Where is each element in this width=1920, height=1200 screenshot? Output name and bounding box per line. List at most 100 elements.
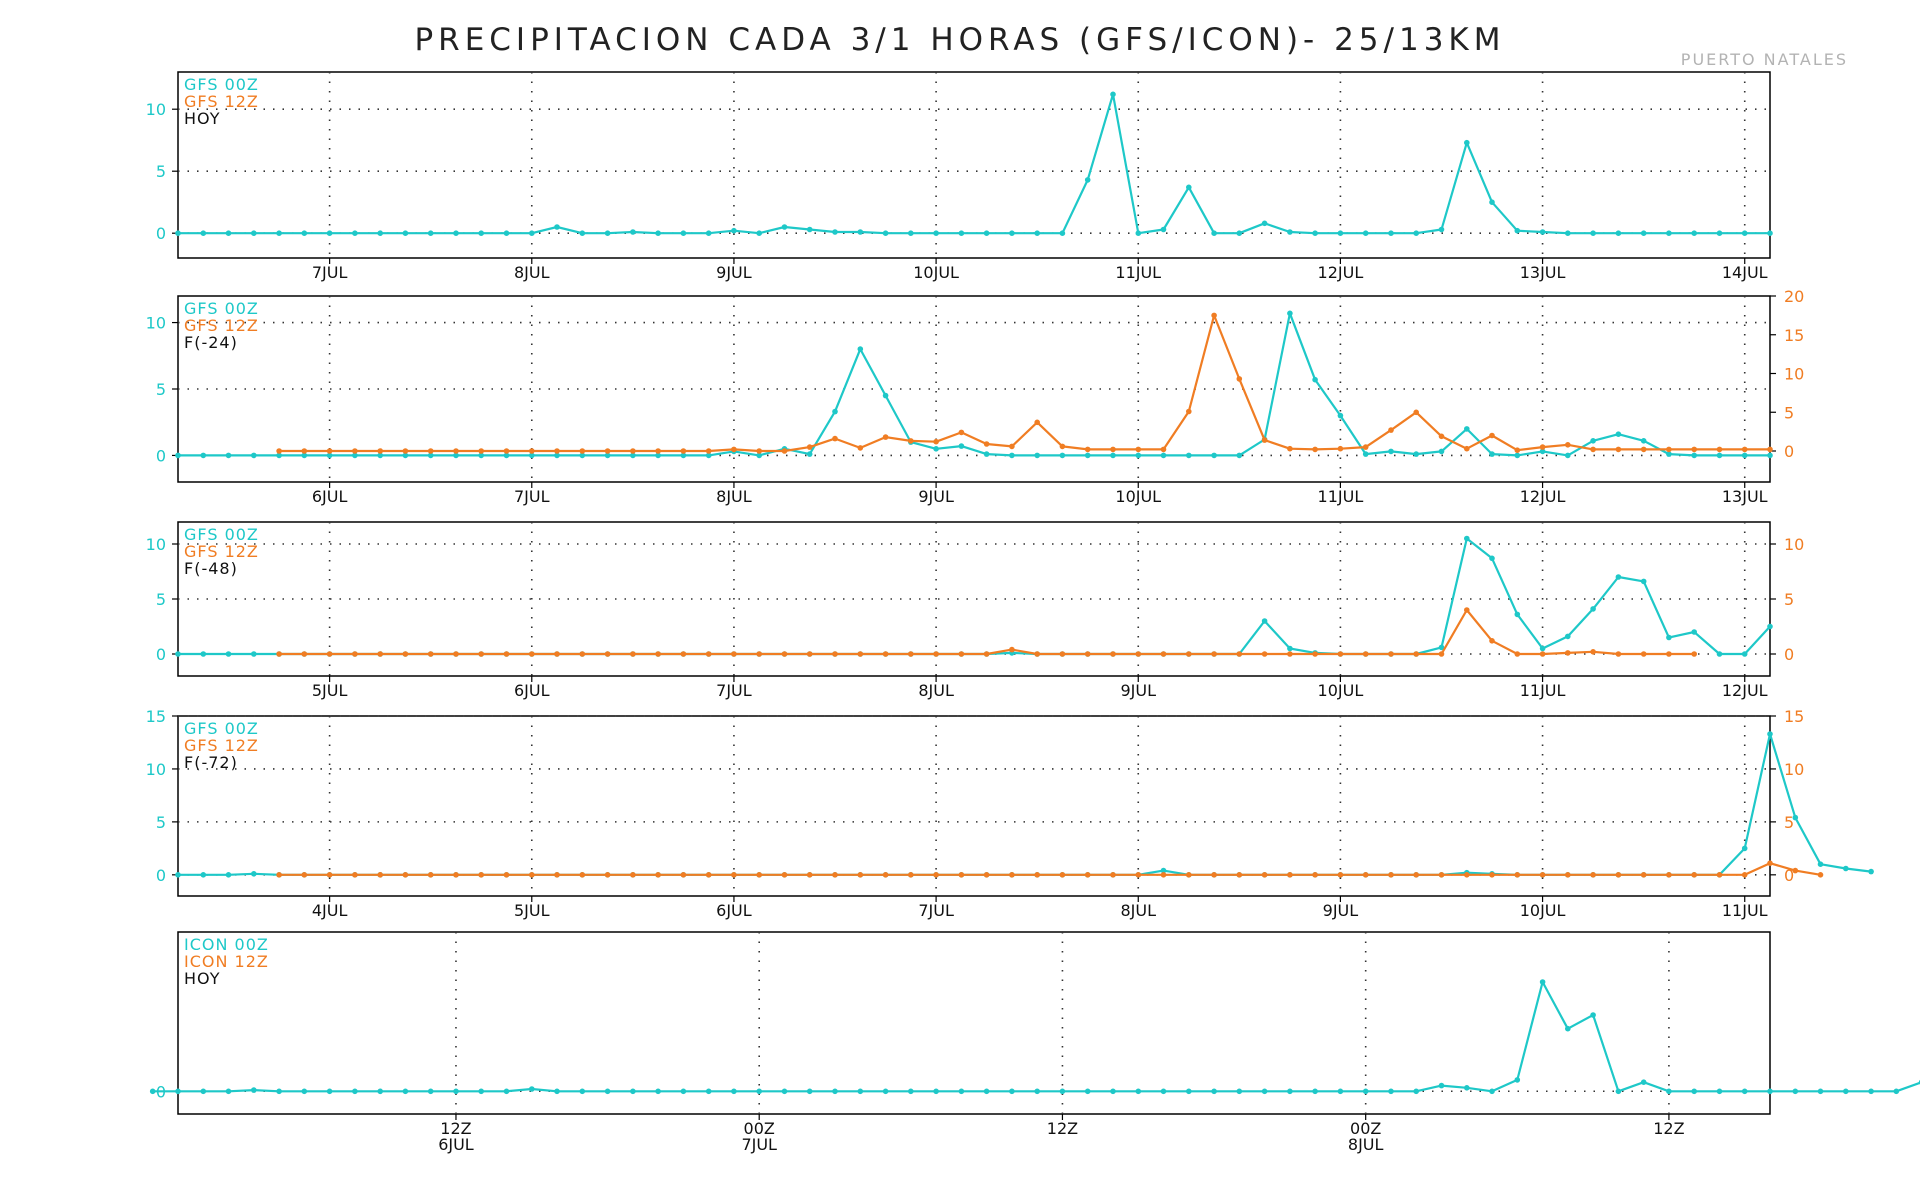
- data-point: [1590, 438, 1596, 444]
- data-point: [1110, 91, 1116, 98]
- data-point: [1590, 1012, 1596, 1018]
- data-point: [1084, 452, 1091, 459]
- x-tick-label: 8JUL: [918, 681, 954, 700]
- data-point: [1438, 1082, 1445, 1089]
- data-point: [806, 872, 813, 878]
- x-tick-label: 5JUL: [514, 901, 550, 920]
- data-point: [1514, 447, 1521, 454]
- data-point: [1489, 638, 1495, 644]
- y-right-tick-label: 5: [1784, 813, 1794, 832]
- data-point: [1691, 1088, 1697, 1095]
- data-point: [705, 1088, 712, 1095]
- data-point: [1388, 448, 1394, 455]
- data-point: [1716, 446, 1723, 453]
- data-point: [352, 452, 358, 459]
- data-point: [1716, 452, 1723, 459]
- series-line-orange: [279, 862, 1821, 876]
- data-point: [1084, 1088, 1091, 1095]
- data-point: [579, 1088, 586, 1095]
- data-point: [377, 872, 384, 878]
- x-tick-label: 8JUL: [1348, 1135, 1384, 1154]
- data-point: [1464, 445, 1470, 452]
- data-point: [175, 230, 181, 236]
- data-point: [1034, 419, 1040, 426]
- data-point: [908, 651, 914, 657]
- data-point: [1261, 651, 1268, 657]
- data-point: [1034, 230, 1040, 236]
- data-point: [554, 651, 560, 657]
- data-point: [1059, 230, 1066, 236]
- data-point: [352, 448, 358, 454]
- data-point: [857, 651, 864, 657]
- data-point: [1034, 872, 1040, 878]
- data-point: [1716, 1088, 1723, 1095]
- data-point: [427, 1088, 434, 1095]
- data-point: [1362, 651, 1369, 657]
- data-point: [1160, 452, 1167, 459]
- data-point: [402, 230, 409, 236]
- y-right-tick-label: 15: [1784, 326, 1804, 345]
- data-point: [149, 1088, 156, 1095]
- data-point: [1691, 872, 1697, 878]
- legend-entry: F(-72): [184, 753, 238, 772]
- data-point: [806, 226, 813, 233]
- legend-entry: ICON 00Z: [184, 935, 269, 954]
- data-point: [1843, 865, 1849, 872]
- data-point: [478, 448, 485, 454]
- data-point: [1666, 1088, 1672, 1095]
- data-point: [1135, 230, 1142, 236]
- data-point: [1716, 230, 1723, 236]
- data-point: [756, 651, 762, 657]
- data-point: [1565, 230, 1571, 236]
- data-point: [705, 230, 712, 236]
- data-point: [1312, 872, 1318, 878]
- data-point: [1741, 845, 1748, 852]
- data-point: [276, 448, 282, 454]
- x-tick-label: 13JUL: [1722, 487, 1768, 506]
- data-point: [1539, 645, 1546, 652]
- data-point: [1009, 646, 1015, 653]
- data-point: [1666, 446, 1672, 453]
- x-tick-label: 9JUL: [716, 263, 752, 282]
- data-point: [1489, 872, 1495, 878]
- x-tick-label: 14JUL: [1722, 263, 1768, 282]
- data-point: [453, 452, 459, 459]
- y-right-tick-label: 15: [1784, 707, 1804, 726]
- data-point: [1312, 1088, 1318, 1095]
- data-point: [1741, 446, 1748, 453]
- x-tick-label: 10JUL: [1115, 487, 1161, 506]
- data-point: [529, 651, 535, 657]
- x-tick-label: 11JUL: [1318, 487, 1364, 506]
- y-tick-label: 0: [156, 866, 166, 885]
- x-tick-label: 8JUL: [1120, 901, 1156, 920]
- data-point: [882, 434, 889, 440]
- data-point: [1337, 412, 1344, 419]
- data-point: [1666, 634, 1672, 641]
- data-point: [1009, 443, 1015, 450]
- data-point: [1767, 731, 1773, 737]
- data-point: [806, 451, 813, 457]
- data-point: [529, 230, 535, 236]
- data-point: [655, 230, 661, 236]
- data-point: [1767, 452, 1773, 459]
- data-point: [1059, 1088, 1066, 1095]
- x-tick-label: 6JUL: [716, 901, 752, 920]
- data-point: [1464, 1085, 1470, 1091]
- page-title: PRECIPITACION CADA 3/1 HORAS (GFS/ICON)-…: [414, 22, 1506, 58]
- data-point: [1388, 230, 1394, 236]
- data-point: [958, 1088, 965, 1095]
- data-point: [1438, 872, 1445, 878]
- data-point: [731, 446, 737, 453]
- data-point: [781, 448, 788, 454]
- data-point: [781, 1088, 788, 1095]
- legend-entry: GFS 12Z: [184, 92, 259, 111]
- data-point: [705, 448, 712, 454]
- data-point: [1362, 230, 1369, 236]
- data-point: [301, 872, 308, 878]
- data-point: [427, 452, 434, 459]
- data-point: [781, 224, 788, 230]
- data-point: [1337, 1088, 1344, 1095]
- data-point: [1615, 230, 1622, 236]
- legend-entry: GFS 12Z: [184, 736, 259, 755]
